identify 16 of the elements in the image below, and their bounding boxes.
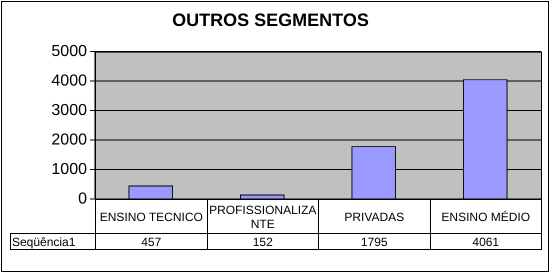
y-tick-label: 1000 bbox=[51, 160, 88, 178]
y-tick-label: 5000 bbox=[51, 43, 88, 60]
chart-title: OUTROS SEGMENTOS bbox=[172, 10, 369, 30]
x-tick-label: PRIVADAS bbox=[318, 200, 430, 234]
y-tick-label: 2000 bbox=[51, 131, 88, 148]
y-tick-label: 3000 bbox=[51, 102, 88, 119]
y-tick-label: 4000 bbox=[51, 72, 88, 90]
data-label: 4061 bbox=[430, 234, 542, 250]
text: Seqüência1 bbox=[10, 234, 96, 250]
data-label: 1795 bbox=[318, 234, 430, 250]
data-label: 457 bbox=[96, 234, 207, 250]
data-label: 152 bbox=[207, 234, 318, 250]
y-tick-label: 0 bbox=[78, 190, 88, 208]
x-tick-label: ENSINO TECNICO bbox=[96, 200, 207, 234]
x-tick-label: ENSINO MÉDIO bbox=[430, 200, 542, 234]
x-tick-label: PROFISSIONALIZANTE bbox=[207, 200, 318, 234]
